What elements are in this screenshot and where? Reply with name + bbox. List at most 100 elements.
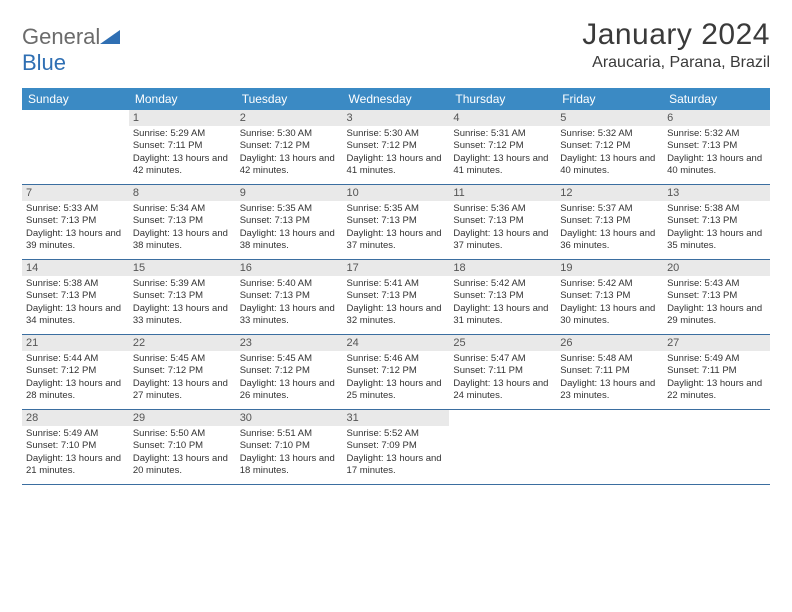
sunset-text: Sunset: 7:10 PM bbox=[240, 440, 339, 452]
daylight-text: Daylight: 13 hours and 22 minutes. bbox=[667, 378, 766, 403]
sunset-text: Sunset: 7:11 PM bbox=[560, 365, 659, 377]
day-body: Sunrise: 5:40 AMSunset: 7:13 PMDaylight:… bbox=[236, 276, 343, 334]
sunset-text: Sunset: 7:12 PM bbox=[240, 140, 339, 152]
daylight-text: Daylight: 13 hours and 37 minutes. bbox=[453, 228, 552, 253]
day-body: Sunrise: 5:49 AMSunset: 7:10 PMDaylight:… bbox=[22, 426, 129, 484]
day-body: Sunrise: 5:45 AMSunset: 7:12 PMDaylight:… bbox=[129, 351, 236, 409]
sunset-text: Sunset: 7:12 PM bbox=[560, 140, 659, 152]
daylight-text: Daylight: 13 hours and 37 minutes. bbox=[347, 228, 446, 253]
day-body: Sunrise: 5:33 AMSunset: 7:13 PMDaylight:… bbox=[22, 201, 129, 259]
day-cell bbox=[449, 410, 556, 485]
daylight-text: Daylight: 13 hours and 33 minutes. bbox=[240, 303, 339, 328]
daylight-text: Daylight: 13 hours and 27 minutes. bbox=[133, 378, 232, 403]
sunset-text: Sunset: 7:13 PM bbox=[667, 215, 766, 227]
daylight-text: Daylight: 13 hours and 40 minutes. bbox=[667, 153, 766, 178]
sunset-text: Sunset: 7:13 PM bbox=[560, 290, 659, 302]
daylight-text: Daylight: 13 hours and 39 minutes. bbox=[26, 228, 125, 253]
sunset-text: Sunset: 7:13 PM bbox=[240, 290, 339, 302]
sunset-text: Sunset: 7:10 PM bbox=[26, 440, 125, 452]
sunrise-text: Sunrise: 5:32 AM bbox=[560, 128, 659, 140]
day-number bbox=[449, 410, 556, 426]
sunrise-text: Sunrise: 5:45 AM bbox=[133, 353, 232, 365]
day-number: 16 bbox=[236, 260, 343, 276]
daylight-text: Daylight: 13 hours and 36 minutes. bbox=[560, 228, 659, 253]
daylight-text: Daylight: 13 hours and 29 minutes. bbox=[667, 303, 766, 328]
day-cell: 21Sunrise: 5:44 AMSunset: 7:12 PMDayligh… bbox=[22, 335, 129, 410]
day-cell: 18Sunrise: 5:42 AMSunset: 7:13 PMDayligh… bbox=[449, 260, 556, 335]
logo-text-2: Blue bbox=[22, 50, 66, 75]
week-row: 14Sunrise: 5:38 AMSunset: 7:13 PMDayligh… bbox=[22, 260, 770, 335]
day-number: 22 bbox=[129, 335, 236, 351]
daylight-text: Daylight: 13 hours and 30 minutes. bbox=[560, 303, 659, 328]
daylight-text: Daylight: 13 hours and 35 minutes. bbox=[667, 228, 766, 253]
day-body: Sunrise: 5:29 AMSunset: 7:11 PMDaylight:… bbox=[129, 126, 236, 184]
day-cell: 20Sunrise: 5:43 AMSunset: 7:13 PMDayligh… bbox=[663, 260, 770, 335]
week-row: 21Sunrise: 5:44 AMSunset: 7:12 PMDayligh… bbox=[22, 335, 770, 410]
title-block: January 2024 Araucaria, Parana, Brazil bbox=[582, 18, 770, 72]
daylight-text: Daylight: 13 hours and 41 minutes. bbox=[453, 153, 552, 178]
sunrise-text: Sunrise: 5:35 AM bbox=[240, 203, 339, 215]
day-cell bbox=[22, 110, 129, 185]
sunset-text: Sunset: 7:13 PM bbox=[453, 215, 552, 227]
sunrise-text: Sunrise: 5:36 AM bbox=[453, 203, 552, 215]
day-cell bbox=[556, 410, 663, 485]
day-cell: 27Sunrise: 5:49 AMSunset: 7:11 PMDayligh… bbox=[663, 335, 770, 410]
header: GeneralBlue January 2024 Araucaria, Para… bbox=[22, 18, 770, 76]
day-body: Sunrise: 5:38 AMSunset: 7:13 PMDaylight:… bbox=[663, 201, 770, 259]
day-body: Sunrise: 5:45 AMSunset: 7:12 PMDaylight:… bbox=[236, 351, 343, 409]
day-cell: 11Sunrise: 5:36 AMSunset: 7:13 PMDayligh… bbox=[449, 185, 556, 260]
day-body: Sunrise: 5:35 AMSunset: 7:13 PMDaylight:… bbox=[236, 201, 343, 259]
day-body bbox=[22, 126, 129, 184]
day-cell: 15Sunrise: 5:39 AMSunset: 7:13 PMDayligh… bbox=[129, 260, 236, 335]
day-cell: 14Sunrise: 5:38 AMSunset: 7:13 PMDayligh… bbox=[22, 260, 129, 335]
day-body: Sunrise: 5:44 AMSunset: 7:12 PMDaylight:… bbox=[22, 351, 129, 409]
day-number: 10 bbox=[343, 185, 450, 201]
sunset-text: Sunset: 7:13 PM bbox=[240, 215, 339, 227]
day-header-sat: Saturday bbox=[663, 88, 770, 110]
day-cell: 29Sunrise: 5:50 AMSunset: 7:10 PMDayligh… bbox=[129, 410, 236, 485]
day-number: 21 bbox=[22, 335, 129, 351]
day-body: Sunrise: 5:39 AMSunset: 7:13 PMDaylight:… bbox=[129, 276, 236, 334]
day-body: Sunrise: 5:49 AMSunset: 7:11 PMDaylight:… bbox=[663, 351, 770, 409]
sunset-text: Sunset: 7:13 PM bbox=[26, 290, 125, 302]
day-cell: 3Sunrise: 5:30 AMSunset: 7:12 PMDaylight… bbox=[343, 110, 450, 185]
daylight-text: Daylight: 13 hours and 38 minutes. bbox=[240, 228, 339, 253]
day-body: Sunrise: 5:30 AMSunset: 7:12 PMDaylight:… bbox=[236, 126, 343, 184]
day-body: Sunrise: 5:48 AMSunset: 7:11 PMDaylight:… bbox=[556, 351, 663, 409]
daylight-text: Daylight: 13 hours and 17 minutes. bbox=[347, 453, 446, 478]
sunrise-text: Sunrise: 5:29 AM bbox=[133, 128, 232, 140]
day-body: Sunrise: 5:52 AMSunset: 7:09 PMDaylight:… bbox=[343, 426, 450, 484]
daylight-text: Daylight: 13 hours and 26 minutes. bbox=[240, 378, 339, 403]
day-body bbox=[663, 426, 770, 484]
day-body: Sunrise: 5:34 AMSunset: 7:13 PMDaylight:… bbox=[129, 201, 236, 259]
day-body: Sunrise: 5:31 AMSunset: 7:12 PMDaylight:… bbox=[449, 126, 556, 184]
day-cell: 17Sunrise: 5:41 AMSunset: 7:13 PMDayligh… bbox=[343, 260, 450, 335]
sunset-text: Sunset: 7:13 PM bbox=[667, 290, 766, 302]
logo-text-1: General bbox=[22, 24, 100, 49]
sunrise-text: Sunrise: 5:45 AM bbox=[240, 353, 339, 365]
sunrise-text: Sunrise: 5:33 AM bbox=[26, 203, 125, 215]
day-body bbox=[556, 426, 663, 484]
location: Araucaria, Parana, Brazil bbox=[582, 54, 770, 72]
day-cell: 5Sunrise: 5:32 AMSunset: 7:12 PMDaylight… bbox=[556, 110, 663, 185]
day-header-row: Sunday Monday Tuesday Wednesday Thursday… bbox=[22, 88, 770, 110]
day-number: 18 bbox=[449, 260, 556, 276]
day-number: 12 bbox=[556, 185, 663, 201]
daylight-text: Daylight: 13 hours and 33 minutes. bbox=[133, 303, 232, 328]
day-header-thu: Thursday bbox=[449, 88, 556, 110]
sunrise-text: Sunrise: 5:46 AM bbox=[347, 353, 446, 365]
sunset-text: Sunset: 7:12 PM bbox=[133, 365, 232, 377]
day-number: 7 bbox=[22, 185, 129, 201]
sunrise-text: Sunrise: 5:39 AM bbox=[133, 278, 232, 290]
sunset-text: Sunset: 7:10 PM bbox=[133, 440, 232, 452]
sunset-text: Sunset: 7:13 PM bbox=[133, 290, 232, 302]
day-number: 15 bbox=[129, 260, 236, 276]
day-cell: 9Sunrise: 5:35 AMSunset: 7:13 PMDaylight… bbox=[236, 185, 343, 260]
day-number: 14 bbox=[22, 260, 129, 276]
sunrise-text: Sunrise: 5:49 AM bbox=[26, 428, 125, 440]
sunrise-text: Sunrise: 5:31 AM bbox=[453, 128, 552, 140]
day-body: Sunrise: 5:51 AMSunset: 7:10 PMDaylight:… bbox=[236, 426, 343, 484]
day-body: Sunrise: 5:35 AMSunset: 7:13 PMDaylight:… bbox=[343, 201, 450, 259]
daylight-text: Daylight: 13 hours and 18 minutes. bbox=[240, 453, 339, 478]
day-number: 25 bbox=[449, 335, 556, 351]
